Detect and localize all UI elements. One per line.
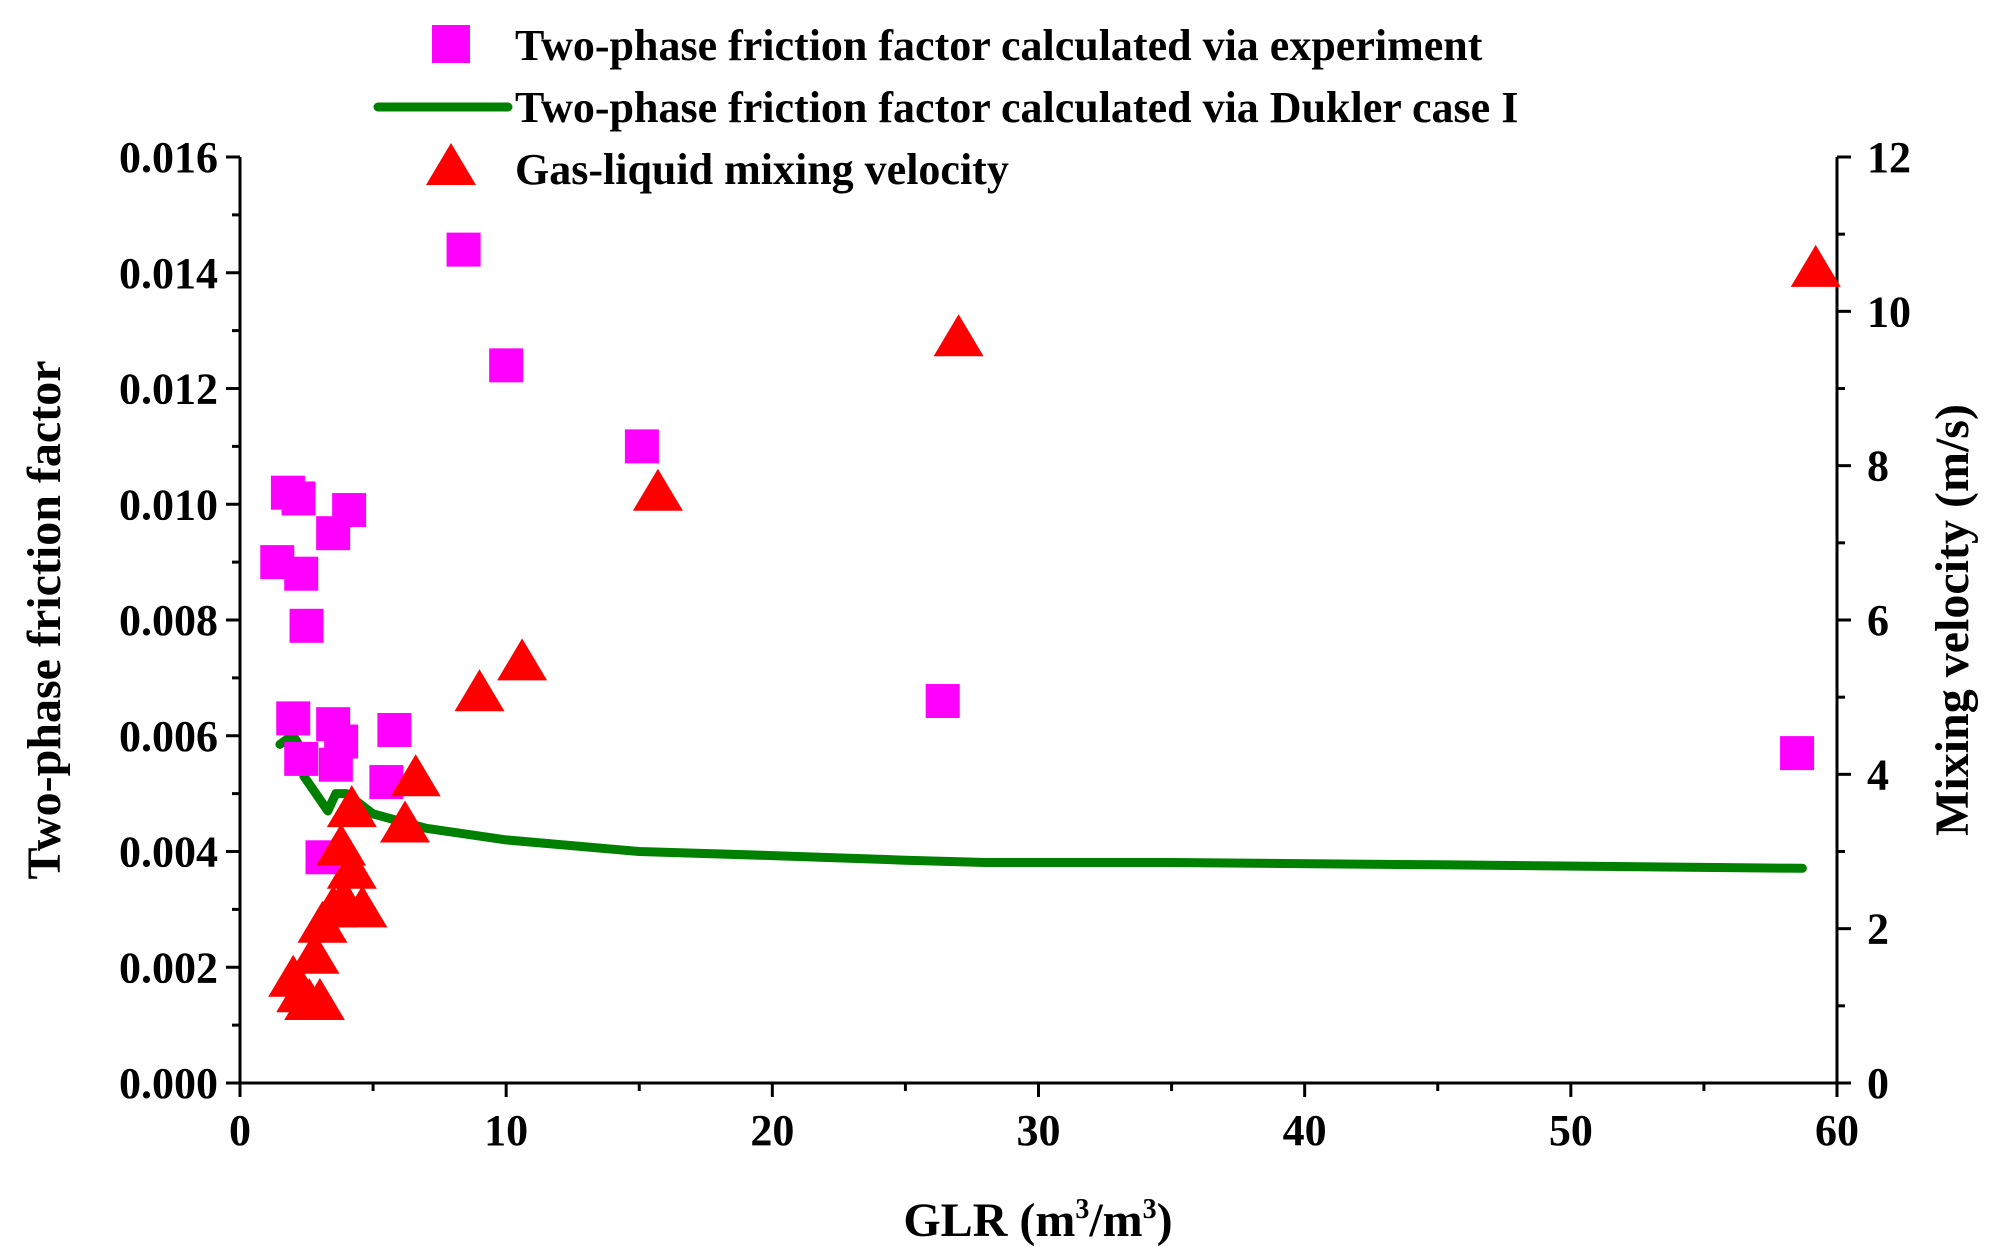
square-point bbox=[284, 741, 319, 776]
y-right-tick-labels: 0 2 4 6 8 10 12 bbox=[1867, 133, 1911, 1108]
x-tick-label: 30 bbox=[1017, 1106, 1061, 1155]
square-point bbox=[281, 481, 316, 516]
y-left-tick-label: 0.008 bbox=[119, 596, 218, 645]
dukler-line-series bbox=[275, 731, 1807, 873]
plot-frame bbox=[238, 157, 1839, 1085]
axis-ticks bbox=[226, 155, 1851, 1097]
legend-triangle-marker bbox=[426, 143, 476, 185]
y-left-tick-label: 0.012 bbox=[119, 365, 218, 414]
triangle-point bbox=[380, 800, 430, 843]
triangle-point bbox=[390, 754, 441, 797]
y-left-tick-label: 0.016 bbox=[119, 133, 218, 182]
y-left-tick-label: 0.014 bbox=[119, 249, 218, 298]
triangle-point bbox=[294, 978, 345, 1020]
y-right-tick-label: 0 bbox=[1867, 1059, 1889, 1108]
square-point bbox=[276, 701, 311, 736]
y-left-tick-label: 0.006 bbox=[119, 712, 218, 761]
x-tick-label: 0 bbox=[229, 1106, 251, 1155]
triangle-point bbox=[497, 638, 548, 681]
legend-label-dukler: Two-phase friction factor calculated via… bbox=[515, 83, 1518, 132]
square-point bbox=[925, 684, 960, 719]
triangle-point bbox=[454, 669, 505, 712]
square-point bbox=[1780, 736, 1815, 771]
experiment-square-series bbox=[260, 232, 1815, 875]
x-tick-labels: 0 10 20 30 40 50 60 bbox=[229, 1106, 1859, 1155]
square-point bbox=[332, 493, 367, 528]
legend: Two-phase friction factor calculated via… bbox=[373, 21, 1518, 194]
x-axis-title: GLR (m3/m3) bbox=[903, 1194, 1172, 1247]
y-left-tick-label: 0.000 bbox=[119, 1059, 218, 1108]
legend-square-marker bbox=[432, 25, 470, 63]
triangle-point bbox=[326, 846, 377, 889]
y-right-tick-label: 6 bbox=[1867, 596, 1889, 645]
y-left-tick-label: 0.002 bbox=[119, 943, 218, 992]
legend-item-velocity: Gas-liquid mixing velocity bbox=[426, 143, 1009, 194]
square-point bbox=[446, 232, 481, 267]
legend-item-experiment: Two-phase friction factor calculated via… bbox=[432, 21, 1483, 70]
y-right-tick-label: 12 bbox=[1867, 133, 1911, 182]
y-right-tick-label: 8 bbox=[1867, 442, 1889, 491]
dukler-line bbox=[275, 731, 1807, 873]
y-right-tick-label: 4 bbox=[1867, 750, 1889, 799]
triangle-point bbox=[1790, 244, 1841, 287]
x-tick-label: 20 bbox=[750, 1106, 794, 1155]
triangle-point bbox=[316, 823, 367, 866]
y-left-axis-title: Two-phase friction factor bbox=[18, 361, 71, 880]
y-right-tick-label: 2 bbox=[1867, 905, 1889, 954]
square-point bbox=[489, 348, 524, 383]
mixing-velocity-triangle-series bbox=[268, 244, 1841, 1020]
y-left-tick-labels: 0.000 0.002 0.004 0.006 0.008 0.010 0.012 0.014… bbox=[119, 133, 218, 1108]
y-right-tick-label: 10 bbox=[1867, 287, 1911, 336]
x-tick-label: 10 bbox=[484, 1106, 528, 1155]
triangle-point bbox=[326, 785, 377, 828]
x-tick-label: 40 bbox=[1283, 1106, 1327, 1155]
y-left-tick-label: 0.004 bbox=[119, 828, 218, 877]
triangle-point bbox=[337, 885, 388, 928]
square-point bbox=[284, 556, 319, 591]
x-tick-label: 60 bbox=[1815, 1106, 1859, 1155]
triangle-point bbox=[632, 468, 683, 511]
legend-label-velocity: Gas-liquid mixing velocity bbox=[515, 145, 1009, 194]
legend-label-experiment: Two-phase friction factor calculated via… bbox=[515, 21, 1483, 70]
y-right-axis-title: Mixing velocity (m/s) bbox=[1926, 404, 1979, 836]
x-tick-label: 50 bbox=[1549, 1106, 1593, 1155]
square-point bbox=[377, 712, 412, 747]
square-point bbox=[318, 747, 353, 782]
square-point bbox=[289, 608, 324, 643]
triangle-point bbox=[933, 314, 984, 357]
triangle-point bbox=[289, 931, 340, 974]
square-point bbox=[624, 429, 659, 464]
legend-item-dukler: Two-phase friction factor calculated via… bbox=[373, 83, 1518, 132]
y-left-tick-label: 0.010 bbox=[119, 480, 218, 529]
